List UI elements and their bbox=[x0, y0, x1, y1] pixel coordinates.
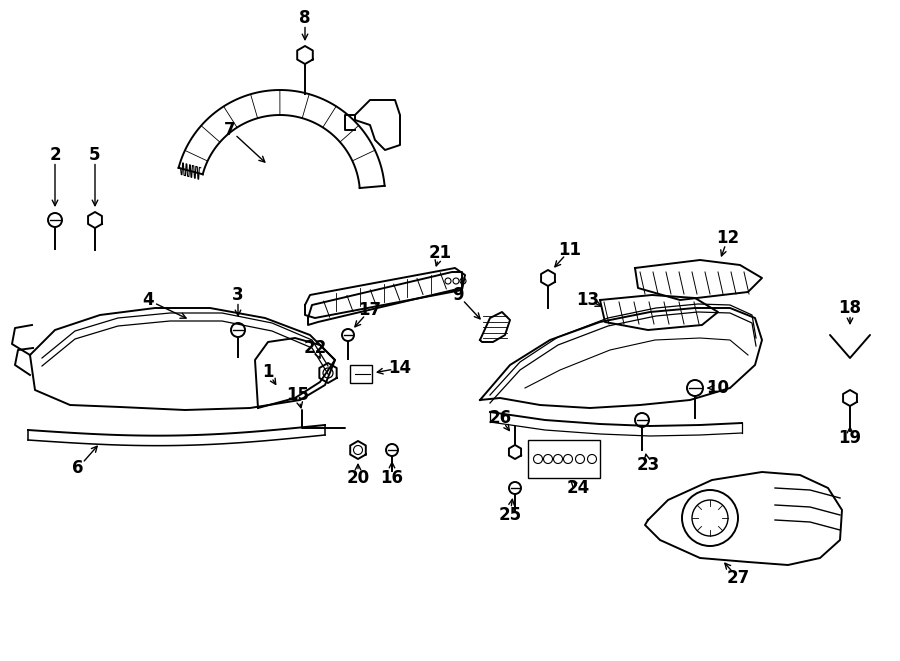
Text: 24: 24 bbox=[566, 479, 590, 497]
Text: 5: 5 bbox=[89, 146, 101, 164]
Text: 20: 20 bbox=[346, 469, 370, 487]
Text: 3: 3 bbox=[232, 286, 244, 304]
Text: 9: 9 bbox=[452, 286, 464, 304]
Text: 4: 4 bbox=[142, 291, 154, 309]
Bar bbox=[350, 365, 372, 383]
Text: 15: 15 bbox=[286, 386, 310, 404]
Text: 11: 11 bbox=[559, 241, 581, 259]
Text: 22: 22 bbox=[303, 339, 327, 357]
Text: 21: 21 bbox=[428, 244, 452, 262]
Text: 27: 27 bbox=[726, 569, 750, 587]
Text: 8: 8 bbox=[299, 9, 310, 27]
Text: 17: 17 bbox=[358, 301, 382, 319]
Text: 16: 16 bbox=[381, 469, 403, 487]
Text: 23: 23 bbox=[636, 456, 660, 474]
Text: 10: 10 bbox=[706, 379, 730, 397]
Text: 12: 12 bbox=[716, 229, 740, 247]
Text: 6: 6 bbox=[72, 459, 84, 477]
Bar bbox=[528, 440, 600, 478]
Text: 26: 26 bbox=[489, 409, 511, 427]
Text: 2: 2 bbox=[50, 146, 61, 164]
Text: 13: 13 bbox=[576, 291, 599, 309]
Text: 1: 1 bbox=[262, 363, 274, 381]
Text: 19: 19 bbox=[839, 429, 861, 447]
Text: 18: 18 bbox=[839, 299, 861, 317]
Text: 25: 25 bbox=[499, 506, 522, 524]
Text: 14: 14 bbox=[389, 359, 411, 377]
Text: 7: 7 bbox=[224, 121, 236, 139]
